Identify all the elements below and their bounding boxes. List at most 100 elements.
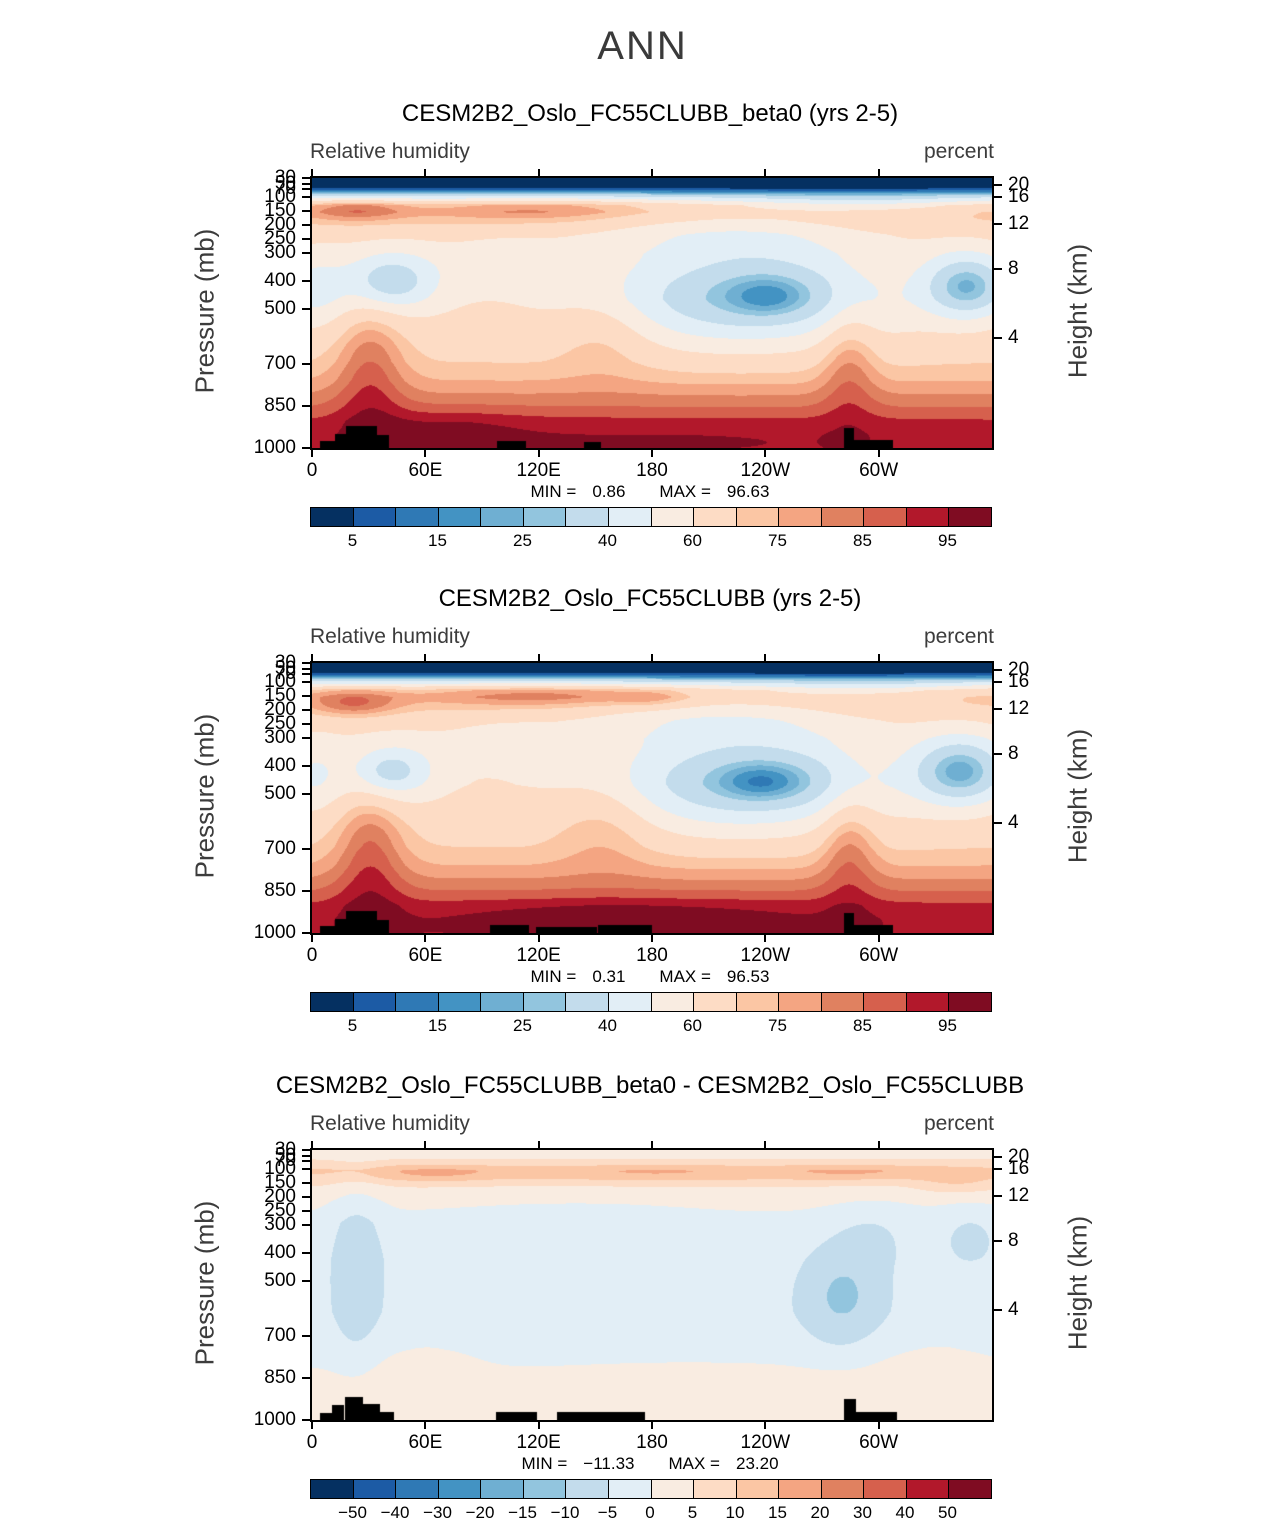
colorbar-cell	[948, 1480, 991, 1498]
colorbar-tick-label: 15	[428, 1016, 447, 1035]
pressure-tick	[302, 848, 312, 851]
pressure-tick	[302, 1210, 312, 1213]
x-tick	[424, 1141, 427, 1150]
pressure-tick-label: 30	[274, 1139, 296, 1160]
pressure-tick-label: 500	[264, 297, 296, 319]
min-label: MIN =	[530, 482, 577, 501]
x-tick	[877, 654, 880, 663]
min-label: MIN =	[530, 967, 577, 986]
colorbar-cell	[948, 993, 991, 1011]
panel-title: CESM2B2_Oslo_FC55CLUBB (yrs 2-5)	[438, 585, 862, 612]
pressure-tick	[302, 1335, 312, 1338]
pressure-tick-label: 1000	[253, 922, 296, 943]
colorbar-cell	[778, 508, 821, 526]
pressure-tick	[302, 1154, 312, 1157]
colorbar-cell	[311, 993, 353, 1011]
pressure-tick	[302, 182, 312, 185]
pressure-tick	[302, 405, 312, 408]
pressure-tick	[302, 737, 312, 740]
colorbar-cell	[522, 993, 566, 1011]
height-tick	[992, 821, 1002, 824]
pressure-tick	[302, 363, 312, 366]
pressure-tick	[302, 1224, 312, 1227]
pressure-tick	[302, 1419, 312, 1421]
x-tick	[877, 1420, 880, 1429]
height-tick	[992, 196, 1002, 199]
pressure-tick-label: 400	[264, 1241, 296, 1263]
x-tick-label: 60W	[859, 460, 899, 481]
minmax-stats: MIN = −11.33 MAX = 23.20	[310, 1454, 990, 1474]
height-tick	[992, 753, 1002, 756]
colorbar-tick-label: −50	[338, 1503, 367, 1522]
subtitle-row: Relative humidity percent	[310, 625, 994, 649]
x-tick	[651, 654, 653, 663]
field-label: Relative humidity	[310, 140, 470, 163]
pressure-tick-label: 200	[264, 699, 296, 721]
max-label: MAX =	[659, 482, 711, 501]
height-tick	[992, 681, 1002, 684]
x-tick	[764, 169, 767, 178]
colorbar-cell	[565, 508, 608, 526]
pressure-tick-label: 1000	[253, 437, 296, 458]
height-tick	[992, 184, 1002, 187]
colorbar-cell	[352, 508, 396, 526]
x-tick-label: 0	[306, 945, 318, 966]
height-tick-label: 8	[1008, 743, 1019, 765]
colorbar-tick-label: 10	[725, 1503, 745, 1522]
pressure-tick-label: 150	[264, 685, 296, 707]
pressure-tick-label: 300	[264, 242, 296, 264]
pressure-axis-title: Pressure (mb)	[189, 1200, 220, 1366]
colorbar-tick-label: 0	[645, 1503, 655, 1522]
colorbar-cell	[352, 993, 396, 1011]
colorbar-tick-label: 40	[598, 1016, 617, 1035]
pressure-tick	[302, 279, 312, 282]
x-tick	[764, 1141, 767, 1150]
pressure-tick-label: 150	[264, 200, 296, 222]
pressure-axis-title: Pressure (mb)	[189, 713, 220, 879]
colorbar-tick-label: 20	[810, 1503, 830, 1522]
pressure-tick-label: 30	[274, 167, 296, 188]
units-label: percent	[923, 1112, 994, 1135]
panel-difference: CESM2B2_Oslo_FC55CLUBB_beta0 - CESM2B2_O…	[0, 1072, 1285, 1527]
max-value: 96.63	[726, 482, 770, 501]
height-tick-label: 8	[1008, 258, 1019, 280]
x-tick-label: 60E	[408, 945, 443, 966]
x-tick	[764, 448, 767, 457]
colorbar-cell	[905, 993, 949, 1011]
pressure-tick-label: 50	[274, 172, 296, 194]
x-tick-label: 60W	[859, 945, 899, 966]
colorbar-cell	[650, 993, 694, 1011]
panel-beta0: CESM2B2_Oslo_FC55CLUBB_beta0 (yrs 2-5) R…	[0, 100, 1285, 555]
colorbar-cell	[863, 993, 906, 1011]
x-tick-label: 0	[306, 460, 318, 481]
x-tick	[424, 169, 427, 178]
colorbar-tick-label: 5	[347, 1016, 358, 1035]
min-label: MIN =	[521, 1454, 568, 1473]
colorbar-tick-label: −20	[465, 1503, 495, 1522]
colorbar-cell	[607, 1480, 651, 1498]
x-tick	[311, 1141, 313, 1150]
x-tick	[651, 933, 653, 942]
colorbar-cell	[735, 993, 779, 1011]
x-tick-label: 120W	[740, 945, 791, 966]
colorbar-cell	[778, 1480, 821, 1498]
colorbar-labels: 5 15 25 40 60 75 85 95	[310, 1016, 990, 1038]
pressure-tick	[302, 662, 312, 664]
height-tick-label: 12	[1008, 213, 1030, 235]
x-tick	[764, 933, 767, 942]
pressure-tick	[302, 681, 312, 684]
pressure-tick	[302, 1149, 312, 1151]
colorbar-cell	[480, 1480, 523, 1498]
colorbar-cell	[480, 508, 523, 526]
x-tick-label: 60E	[408, 1432, 443, 1453]
x-tick-label: 120W	[740, 1432, 791, 1453]
colorbar-labels: 5 15 25 40 60 75 85 95	[310, 531, 990, 553]
x-tick-label: 0	[306, 1432, 318, 1453]
colorbar-cell	[395, 1480, 438, 1498]
colorbar-cell	[735, 1480, 779, 1498]
x-tick	[537, 1141, 540, 1150]
colorbar-cell	[311, 508, 353, 526]
panel-title: CESM2B2_Oslo_FC55CLUBB_beta0 - CESM2B2_O…	[275, 1072, 1025, 1099]
x-tick	[651, 448, 653, 457]
pressure-tick-label: 700	[264, 838, 296, 860]
